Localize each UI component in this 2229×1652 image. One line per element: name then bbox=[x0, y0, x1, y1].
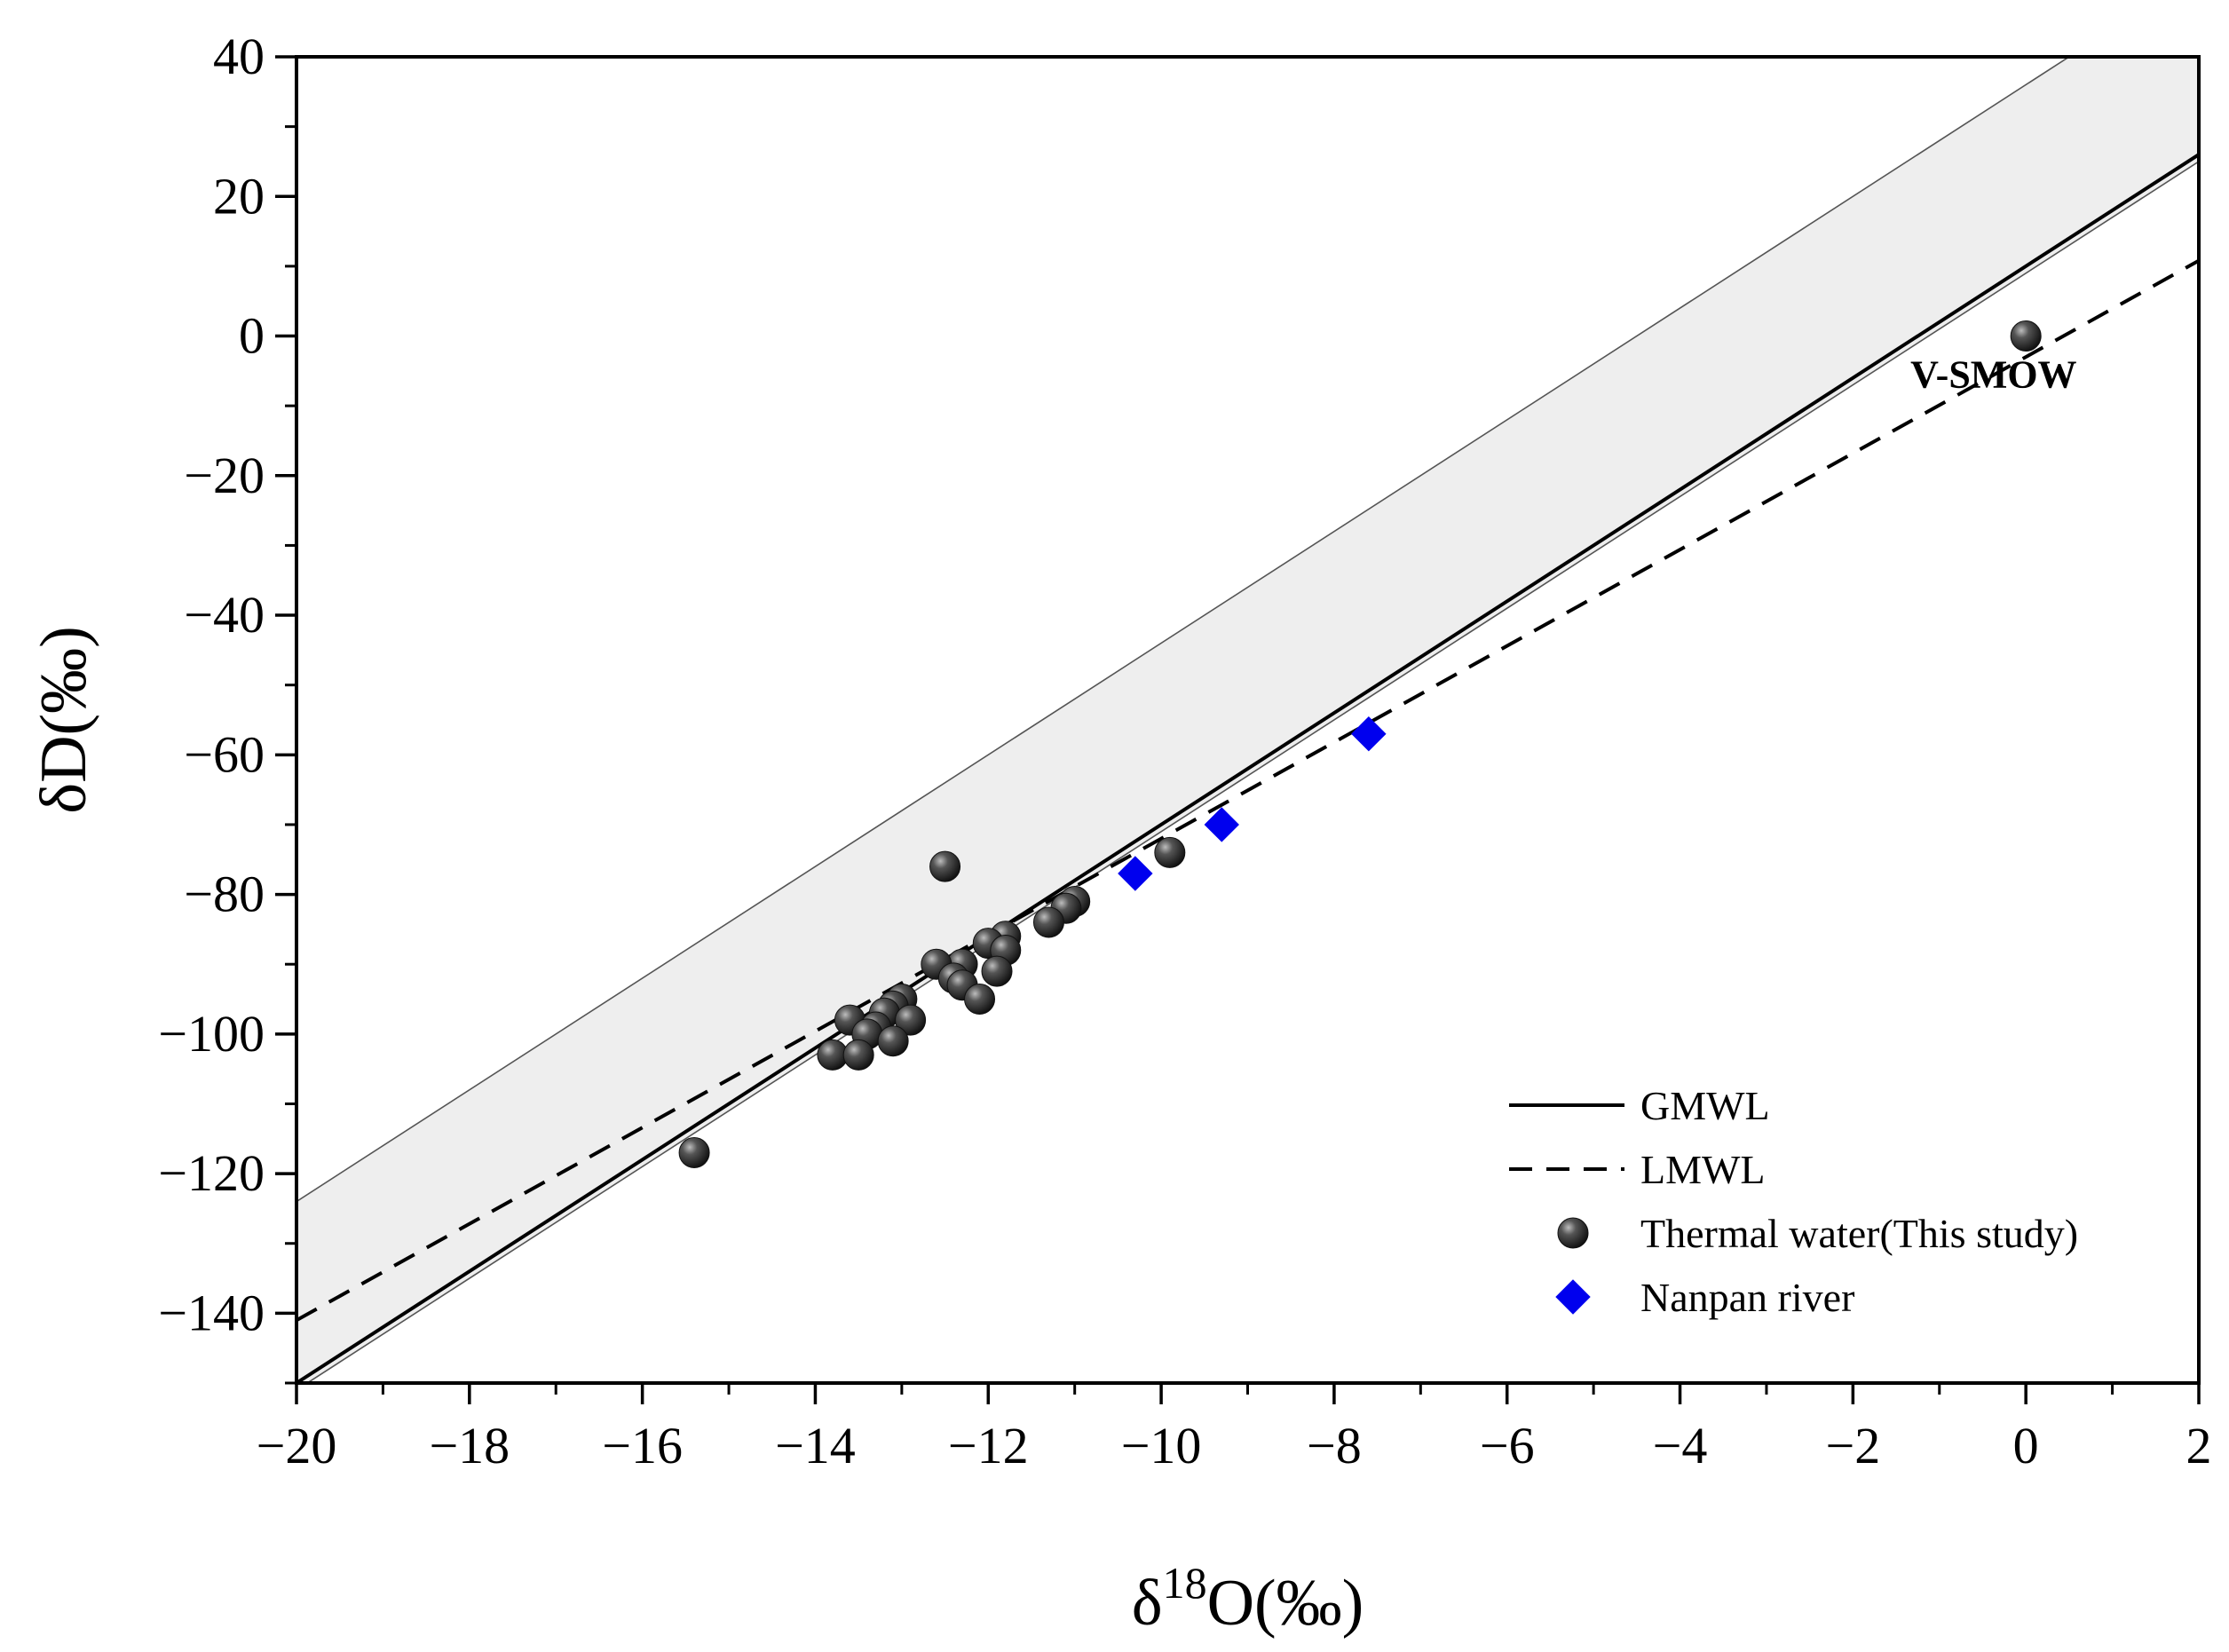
x-tick-label-9: −2 bbox=[1826, 1417, 1881, 1474]
legend-nanpan-river-label: Nanpan river bbox=[1640, 1275, 1854, 1320]
x-tick-label-0: −20 bbox=[257, 1417, 337, 1474]
x-tick-label-1: −18 bbox=[429, 1417, 510, 1474]
y-tick-label-7: −100 bbox=[158, 1005, 265, 1063]
y-tick-label-9: −140 bbox=[158, 1284, 265, 1341]
nanpan-river-point-3 bbox=[1351, 716, 1387, 752]
x-tick-label-5: −10 bbox=[1121, 1417, 1202, 1474]
legend-nanpan-river: Nanpan river bbox=[1555, 1275, 1854, 1320]
legend-nanpan-river-swatch bbox=[1555, 1279, 1591, 1315]
nanpan-river-point-2 bbox=[1204, 807, 1239, 842]
plot-area: V-SMOW bbox=[296, 57, 2199, 1383]
y-tick-label-8: −120 bbox=[158, 1144, 265, 1202]
thermal-water-point-26 bbox=[842, 1039, 874, 1071]
thermal-water-point-20 bbox=[895, 1004, 927, 1036]
y-tick-label-2: 0 bbox=[239, 307, 265, 365]
axes: −20 −18 −16 −14 −12 −10 −8 −6 −4 −2 0 240200−20−40−… bbox=[28, 28, 2212, 1640]
legend-thermal-water-label: Thermal water(This study) bbox=[1640, 1211, 2078, 1256]
x-tick-label-10: 0 bbox=[2013, 1417, 2039, 1474]
legend-lmwl: LMWL bbox=[1509, 1147, 1766, 1192]
thermal-water-point-3 bbox=[929, 850, 961, 882]
legend-gmwl-label: GMWL bbox=[1640, 1083, 1770, 1128]
legend-gmwl: GMWL bbox=[1509, 1083, 1770, 1128]
x-tick-label-6: −8 bbox=[1307, 1417, 1362, 1474]
thermal-water-point-4 bbox=[1154, 836, 1186, 868]
band-lower-line bbox=[305, 161, 2199, 1383]
confidence-band bbox=[296, 57, 2199, 1383]
y-tick-label-3: −20 bbox=[184, 447, 265, 504]
x-tick-label-2: −16 bbox=[602, 1417, 683, 1474]
thermal-water-point-16 bbox=[964, 984, 996, 1016]
thermal-water-point-2 bbox=[678, 1137, 710, 1169]
thermal-water-point-7 bbox=[1032, 906, 1064, 938]
legend: GMWL LMWL Thermal water(This study) Nanpan … bbox=[1509, 1083, 2078, 1320]
series-thermal-water bbox=[678, 320, 2042, 1169]
y-axis-title: δD(‰) bbox=[28, 626, 100, 814]
x-tick-label-11: 2 bbox=[2186, 1417, 2212, 1474]
x-tick-label-8: −4 bbox=[1653, 1417, 1708, 1474]
annotation-v-smow: V-SMOW bbox=[1910, 353, 2076, 397]
y-tick-label-6: −80 bbox=[184, 866, 265, 923]
y-tick-label-5: −60 bbox=[184, 725, 265, 783]
thermal-water-point-24 bbox=[877, 1025, 909, 1057]
legend-thermal-water-swatch bbox=[1557, 1217, 1589, 1249]
x-tick-label-7: −6 bbox=[1480, 1417, 1535, 1474]
y-tick-label-1: 20 bbox=[213, 167, 265, 225]
thermal-water-point-13 bbox=[981, 955, 1013, 987]
x-axis-title: δ18O(‰) bbox=[1132, 1558, 1364, 1640]
x-tick-label-4: −12 bbox=[948, 1417, 1029, 1474]
plot-clip-group bbox=[296, 57, 2199, 1383]
lmwl-line bbox=[296, 258, 2199, 1322]
legend-lmwl-label: LMWL bbox=[1640, 1147, 1766, 1192]
gmwl-line bbox=[296, 153, 2199, 1383]
x-tick-label-3: −14 bbox=[775, 1417, 856, 1474]
legend-thermal-water: Thermal water(This study) bbox=[1557, 1211, 2078, 1256]
series-nanpan-river bbox=[1118, 716, 1387, 891]
band-upper-line bbox=[296, 57, 2071, 1203]
y-tick-label-0: 40 bbox=[213, 28, 265, 85]
y-tick-label-4: −40 bbox=[184, 586, 265, 644]
thermal-water-point-1 bbox=[2010, 320, 2042, 352]
nanpan-river-point-1 bbox=[1118, 856, 1153, 891]
